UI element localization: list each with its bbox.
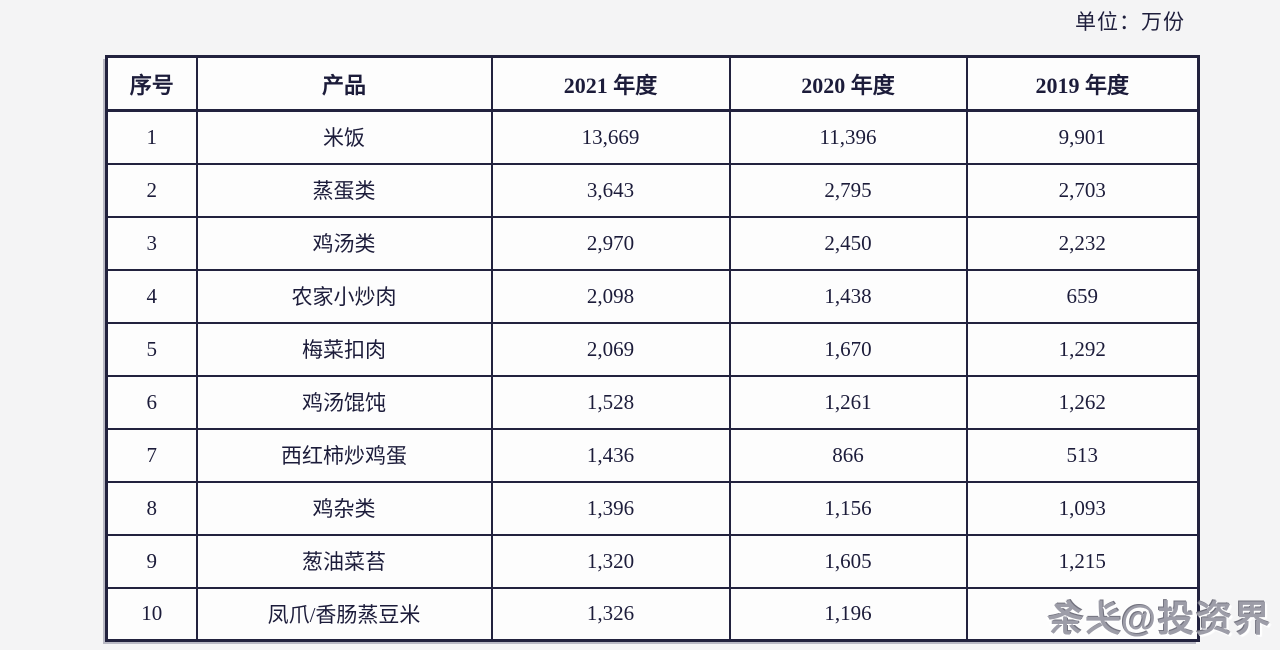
- value-2020-cell: 1,670: [728, 321, 968, 377]
- product-cell: 葱油菜苔: [195, 533, 493, 589]
- value-2020-cell: 1,438: [728, 268, 968, 324]
- table-row: 6 鸡汤馄饨 1,528 1,261 1,262: [105, 374, 1200, 430]
- value-2021-cell: 1,528: [490, 374, 731, 430]
- table-row: 8 鸡杂类 1,396 1,156 1,093: [105, 480, 1200, 536]
- column-header-index: 序号: [105, 55, 198, 112]
- row-index-cell: 8: [105, 480, 198, 536]
- watermark: 头条@投资界: [1045, 590, 1272, 642]
- table-row: 2 蒸蛋类 3,643 2,795 2,703: [105, 162, 1200, 218]
- value-2019-cell: 1,215: [965, 533, 1200, 589]
- table-header-row: 序号 产品 2021 年度 2020 年度 2019 年度: [105, 55, 1200, 112]
- value-2019-cell: 513: [965, 427, 1200, 483]
- table-row: 5 梅菜扣肉 2,069 1,670 1,292: [105, 321, 1200, 377]
- value-2019-cell: 9,901: [965, 109, 1200, 165]
- value-2021-cell: 3,643: [490, 162, 731, 218]
- watermark-source-logo: 头条: [1044, 598, 1121, 639]
- value-2020-cell: 1,196: [728, 586, 968, 642]
- value-2021-cell: 2,069: [490, 321, 731, 377]
- row-index-cell: 6: [105, 374, 198, 430]
- value-2019-cell: 2,703: [965, 162, 1200, 218]
- product-cell: 鸡汤馄饨: [195, 374, 493, 430]
- value-2020-cell: 11,396: [728, 109, 968, 165]
- row-index-cell: 1: [105, 109, 198, 165]
- value-2020-cell: 1,156: [728, 480, 968, 536]
- table-row: 3 鸡汤类 2,970 2,450 2,232: [105, 215, 1200, 271]
- product-cell: 凤爪/香肠蒸豆米: [195, 586, 493, 642]
- table-row: 10 凤爪/香肠蒸豆米 1,326 1,196: [105, 586, 1200, 642]
- product-cell: 鸡杂类: [195, 480, 493, 536]
- value-2020-cell: 2,795: [728, 162, 968, 218]
- product-sales-table-container: 序号 产品 2021 年度 2020 年度 2019 年度 1 米饭 13,66…: [105, 55, 1200, 642]
- value-2021-cell: 1,326: [490, 586, 731, 642]
- value-2019-cell: [965, 586, 1200, 642]
- row-index-cell: 2: [105, 162, 198, 218]
- value-2021-cell: 1,320: [490, 533, 731, 589]
- table-row: 1 米饭 13,669 11,396 9,901: [105, 109, 1200, 165]
- column-header-2019: 2019 年度: [965, 55, 1200, 112]
- value-2021-cell: 2,098: [490, 268, 731, 324]
- unit-label: 单位：万份: [1075, 10, 1185, 34]
- value-2021-cell: 1,436: [490, 427, 731, 483]
- value-2019-cell: 1,292: [965, 321, 1200, 377]
- row-index-cell: 3: [105, 215, 198, 271]
- row-index-cell: 10: [105, 586, 198, 642]
- row-index-cell: 9: [105, 533, 198, 589]
- value-2020-cell: 1,605: [728, 533, 968, 589]
- table-row: 4 农家小炒肉 2,098 1,438 659: [105, 268, 1200, 324]
- column-header-2020: 2020 年度: [728, 55, 968, 112]
- row-index-cell: 7: [105, 427, 198, 483]
- value-2019-cell: 1,093: [965, 480, 1200, 536]
- value-2020-cell: 866: [728, 427, 968, 483]
- table-row: 7 西红柿炒鸡蛋 1,436 866 513: [105, 427, 1200, 483]
- value-2021-cell: 1,396: [490, 480, 731, 536]
- watermark-handle: @投资界: [1120, 598, 1272, 639]
- column-header-2021: 2021 年度: [490, 55, 731, 112]
- value-2020-cell: 1,261: [728, 374, 968, 430]
- value-2019-cell: 1,262: [965, 374, 1200, 430]
- product-cell: 梅菜扣肉: [195, 321, 493, 377]
- table-header: 序号 产品 2021 年度 2020 年度 2019 年度: [105, 55, 1200, 112]
- product-cell: 鸡汤类: [195, 215, 493, 271]
- column-header-product: 产品: [195, 55, 493, 112]
- table-row: 9 葱油菜苔 1,320 1,605 1,215: [105, 533, 1200, 589]
- product-cell: 蒸蛋类: [195, 162, 493, 218]
- value-2019-cell: 659: [965, 268, 1200, 324]
- table-body: 1 米饭 13,669 11,396 9,901 2 蒸蛋类 3,643 2,7…: [105, 109, 1200, 642]
- product-cell: 农家小炒肉: [195, 268, 493, 324]
- row-index-cell: 4: [105, 268, 198, 324]
- value-2019-cell: 2,232: [965, 215, 1200, 271]
- value-2021-cell: 2,970: [490, 215, 731, 271]
- value-2020-cell: 2,450: [728, 215, 968, 271]
- product-cell: 西红柿炒鸡蛋: [195, 427, 493, 483]
- row-index-cell: 5: [105, 321, 198, 377]
- product-cell: 米饭: [195, 109, 493, 165]
- value-2021-cell: 13,669: [490, 109, 731, 165]
- product-sales-table: 序号 产品 2021 年度 2020 年度 2019 年度 1 米饭 13,66…: [105, 55, 1200, 642]
